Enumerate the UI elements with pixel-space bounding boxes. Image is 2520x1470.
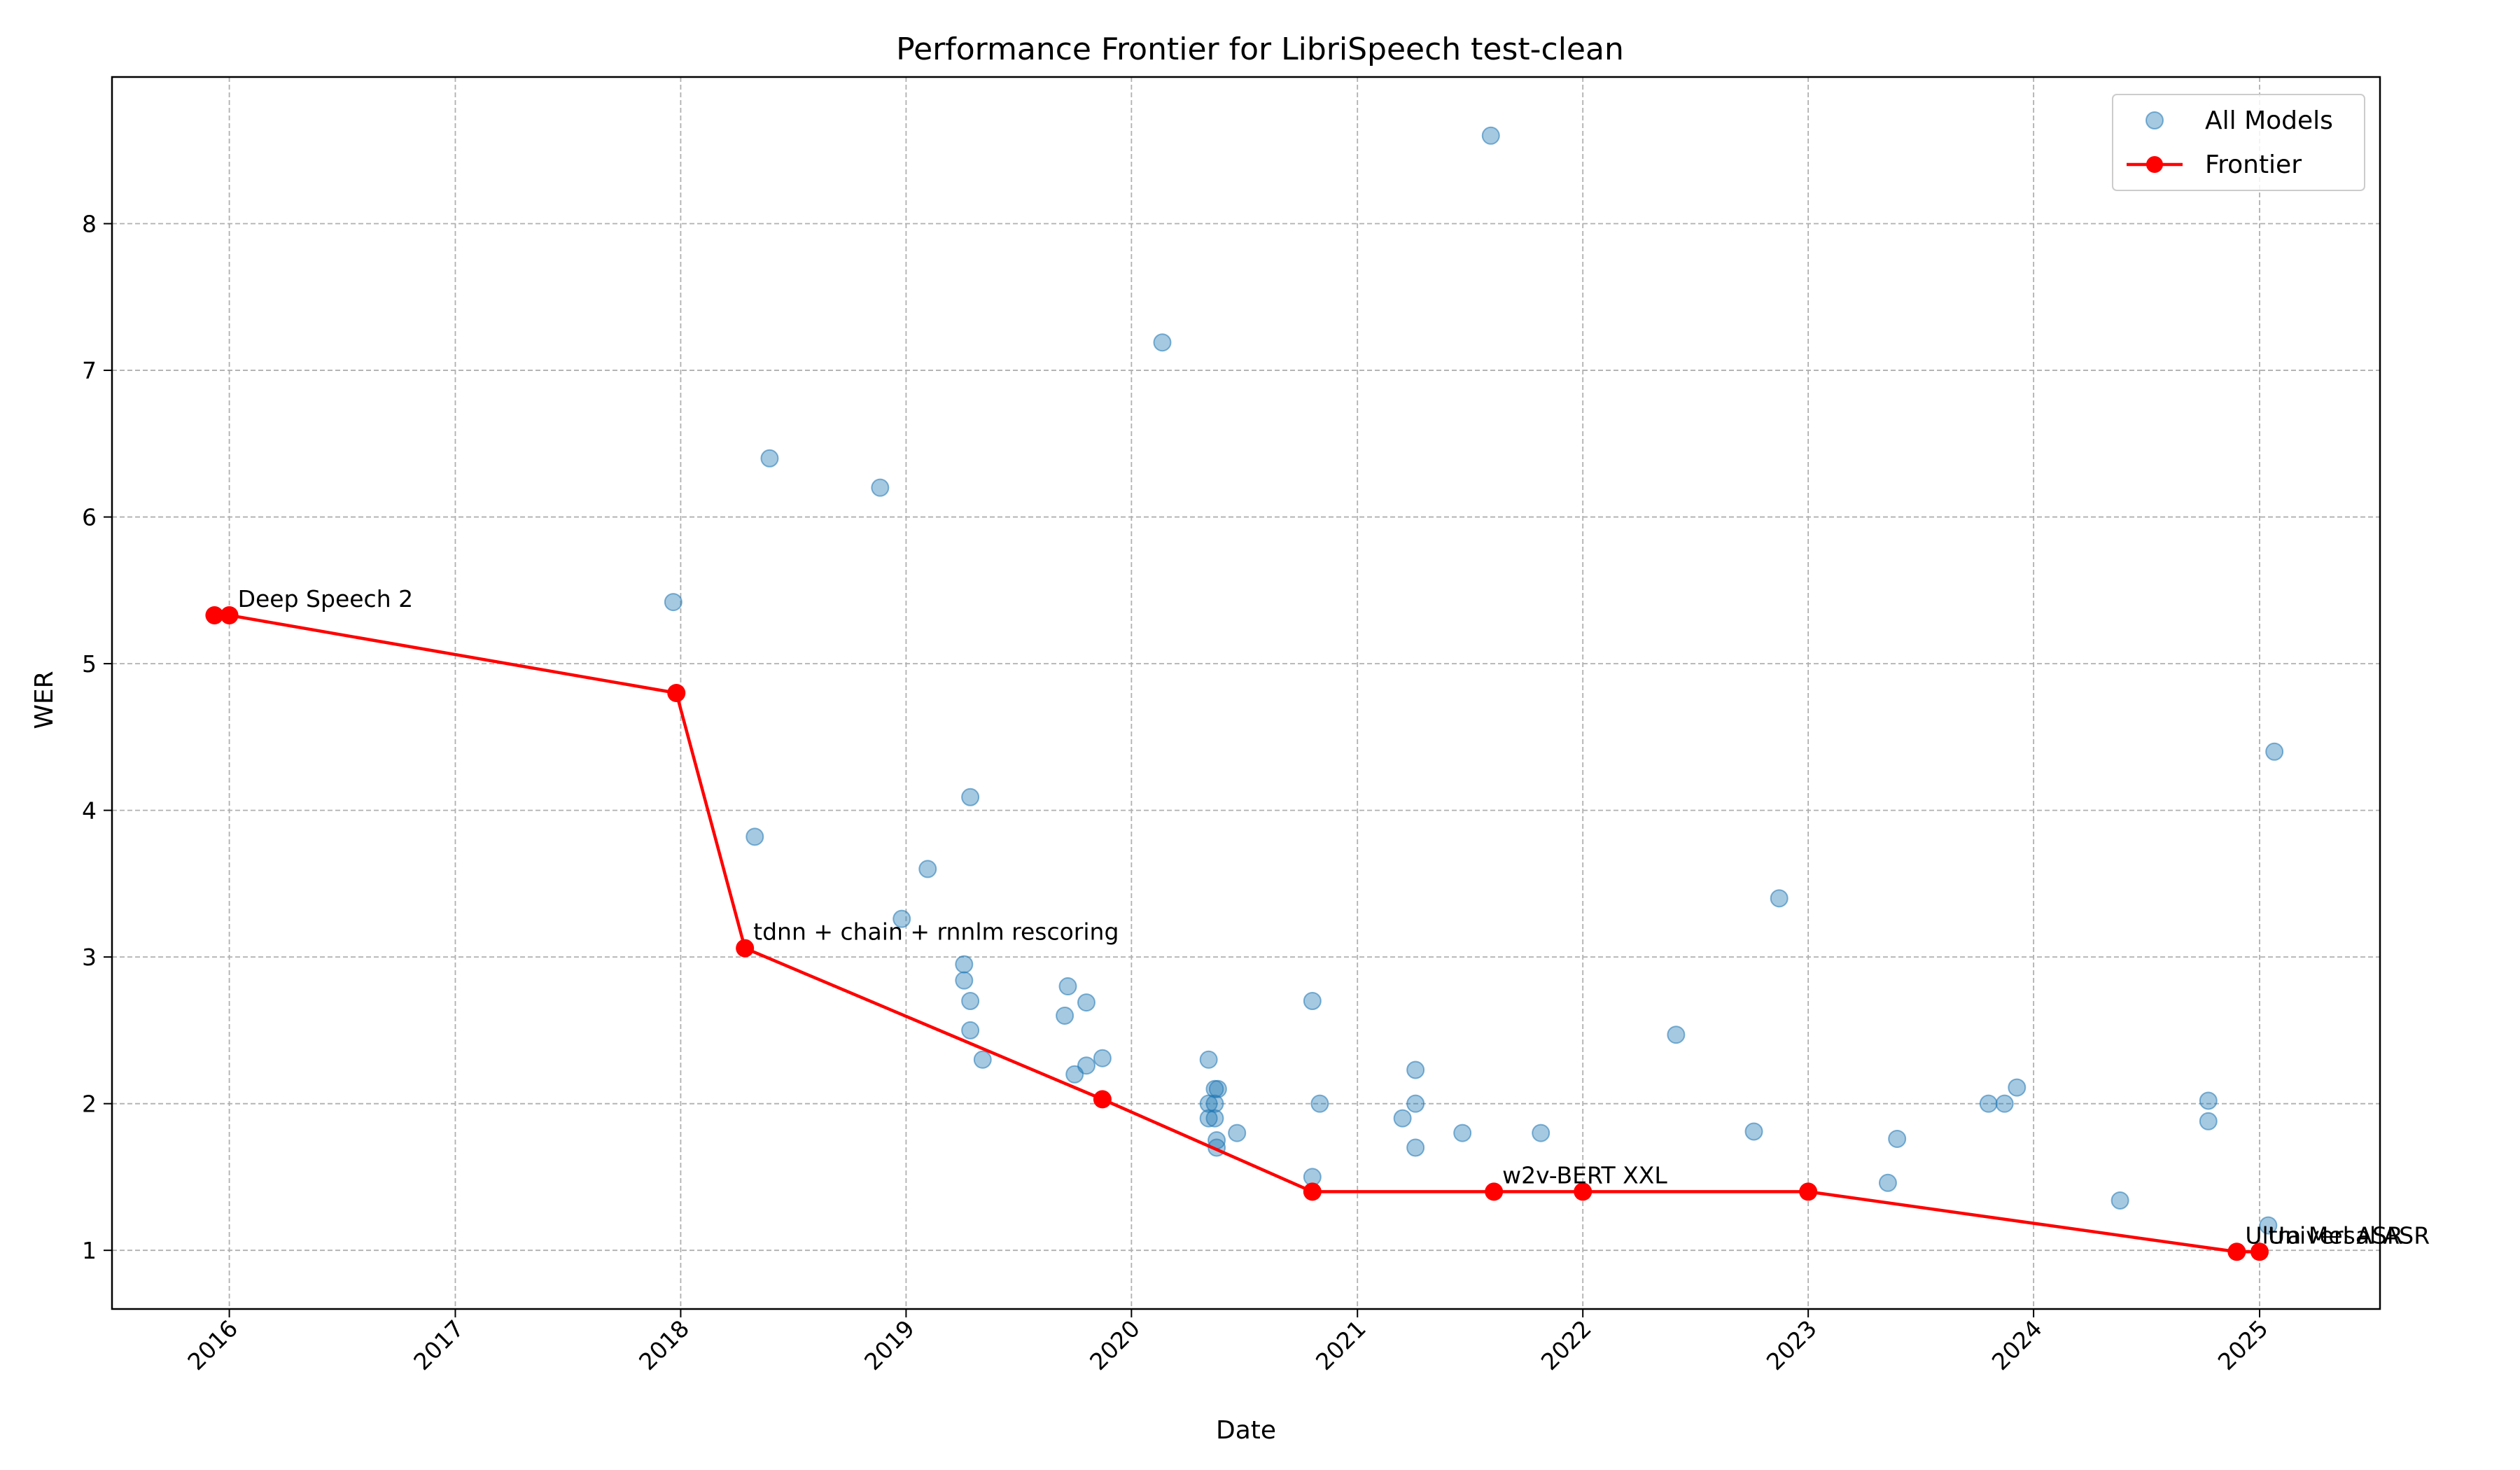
frontier-point bbox=[667, 684, 686, 702]
legend-all-models-marker bbox=[2146, 111, 2164, 130]
legend-frontier-marker bbox=[2146, 156, 2163, 173]
y-tick-label: 6 bbox=[82, 504, 97, 531]
all-models-point bbox=[664, 593, 682, 612]
frontier-annotation: Deep Speech 2 bbox=[238, 585, 414, 612]
chart-title: Performance Frontier for LibriSpeech tes… bbox=[896, 31, 1624, 67]
x-axis-label: Date bbox=[1216, 1416, 1276, 1445]
frontier-point bbox=[2227, 1242, 2246, 1261]
all-models-point bbox=[1406, 1094, 1425, 1113]
all-models-point bbox=[1056, 1006, 1074, 1025]
y-tick-label: 1 bbox=[82, 1237, 97, 1264]
all-models-point bbox=[1093, 1049, 1112, 1068]
all-models-point bbox=[1878, 1173, 1897, 1192]
all-models-point bbox=[2199, 1091, 2218, 1110]
all-models-point bbox=[760, 449, 779, 468]
frontier-point bbox=[736, 939, 755, 958]
all-models-point bbox=[1208, 1079, 1227, 1098]
frontier-point bbox=[1093, 1090, 1112, 1109]
all-models-point bbox=[918, 860, 937, 878]
all-models-point bbox=[1205, 1094, 1224, 1113]
all-models-point bbox=[2259, 1216, 2278, 1235]
all-models-point bbox=[1481, 126, 1500, 145]
all-models-point bbox=[892, 909, 911, 928]
frontier-point bbox=[205, 606, 224, 624]
frontier-series bbox=[205, 606, 2269, 1261]
all-models-point bbox=[2199, 1112, 2218, 1130]
y-tick-label: 3 bbox=[82, 944, 97, 971]
all-models-point bbox=[1153, 333, 1172, 352]
all-models-point bbox=[1888, 1129, 1907, 1148]
all-models-point bbox=[1667, 1026, 1686, 1044]
all-models-point bbox=[2265, 742, 2284, 761]
legend-all-models-label: All Models bbox=[2205, 106, 2333, 135]
frontier-point bbox=[1303, 1182, 1322, 1201]
all-models-point bbox=[961, 1021, 980, 1040]
frontier-point bbox=[1485, 1182, 1504, 1201]
all-models-point bbox=[961, 788, 980, 806]
frontier-point bbox=[1574, 1182, 1592, 1201]
all-models-point bbox=[1077, 1056, 1096, 1075]
all-models-point bbox=[955, 971, 974, 990]
all-models-point bbox=[1205, 1109, 1224, 1128]
all-models-point bbox=[1770, 889, 1788, 908]
frontier-point bbox=[1799, 1182, 1818, 1201]
all-models-point bbox=[955, 955, 974, 974]
annotations: Deep Speech 2 tdnn + chain + rnnlm rescor… bbox=[238, 585, 2430, 1249]
all-models-point bbox=[1406, 1060, 1425, 1079]
all-models-point bbox=[1393, 1109, 1412, 1128]
plot-frame bbox=[111, 76, 2381, 1310]
y-axis-ticks: 1 2 3 4 5 6 7 8 bbox=[82, 211, 112, 1264]
y-axis-label: WER bbox=[30, 671, 59, 729]
all-models-point bbox=[1199, 1050, 1218, 1069]
all-models-point bbox=[2008, 1078, 2026, 1097]
all-models-point bbox=[1979, 1094, 1998, 1113]
legend-box bbox=[2112, 94, 2365, 191]
legend: All Models Frontier bbox=[2112, 94, 2365, 191]
all-models-point bbox=[973, 1050, 992, 1069]
grid bbox=[112, 77, 2380, 1309]
frontier-annotation: w2v-BERT XXL bbox=[1502, 1161, 1667, 1189]
all-models-point bbox=[1058, 977, 1077, 996]
frontier-annotation: Ultra Mel ASR bbox=[2245, 1222, 2402, 1249]
y-tick-label: 8 bbox=[82, 211, 97, 238]
all-models-point bbox=[746, 827, 764, 846]
all-models-point bbox=[2110, 1191, 2129, 1210]
frontier-point bbox=[220, 606, 239, 624]
all-models-point bbox=[1228, 1124, 1247, 1142]
all-models-point bbox=[1310, 1094, 1329, 1113]
all-models-point bbox=[1077, 993, 1096, 1012]
y-tick-label: 7 bbox=[82, 357, 97, 384]
frontier-annotation: Universal ASR bbox=[2268, 1222, 2430, 1249]
all-models-point bbox=[871, 478, 890, 497]
legend-frontier-label: Frontier bbox=[2205, 150, 2302, 179]
all-models-point bbox=[1744, 1122, 1763, 1141]
all-models-series bbox=[664, 126, 2284, 1235]
all-models-point bbox=[1453, 1124, 1472, 1142]
y-tick-label: 5 bbox=[82, 650, 97, 678]
all-models-point bbox=[1532, 1124, 1550, 1142]
all-models-point bbox=[1406, 1138, 1425, 1157]
y-tick-label: 4 bbox=[82, 797, 97, 825]
frontier-point bbox=[2250, 1242, 2269, 1261]
all-models-point bbox=[961, 992, 980, 1010]
all-models-point bbox=[1995, 1094, 2014, 1113]
frontier-annotation: tdnn + chain + rnnlm rescoring bbox=[753, 918, 1119, 946]
y-tick-label: 2 bbox=[82, 1091, 97, 1118]
all-models-point bbox=[1303, 992, 1322, 1010]
